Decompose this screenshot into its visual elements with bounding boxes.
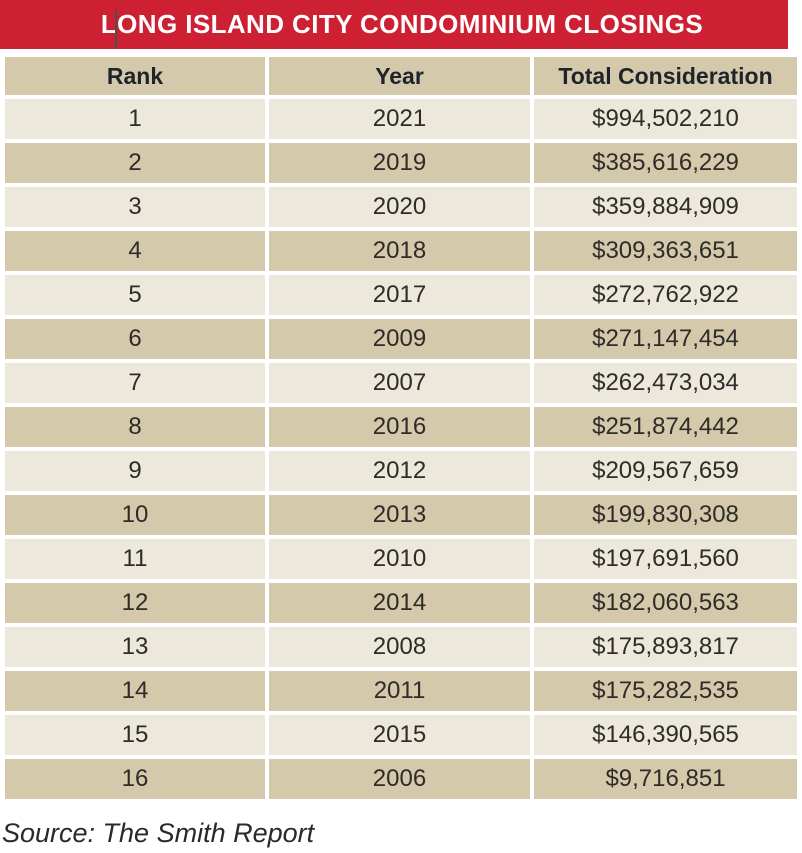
rank-cell: 2 [5,143,265,183]
year-cell: 2011 [269,671,530,711]
year-cell: 2009 [269,319,530,359]
total-consideration-cell: $175,893,817 [534,627,797,667]
rank-cell: 4 [5,231,265,271]
total-consideration-cell: $251,874,442 [534,407,797,447]
year-cell: 2013 [269,495,530,535]
rank-cell: 10 [5,495,265,535]
table-row: 12 2014 $182,060,563 [5,583,797,623]
year-cell: 2018 [269,231,530,271]
year-cell: 2021 [269,99,530,139]
year-cell: 2017 [269,275,530,315]
year-cell: 2015 [269,715,530,755]
table-row: 6 2009 $271,147,454 [5,319,797,359]
year-cell: 2019 [269,143,530,183]
rank-cell: 3 [5,187,265,227]
rank-cell: 15 [5,715,265,755]
total-consideration-cell: $146,390,565 [534,715,797,755]
table-row: 9 2012 $209,567,659 [5,451,797,491]
total-consideration-cell: $9,716,851 [534,759,797,799]
column-header-total-consideration: Total Consideration [534,57,797,95]
rank-cell: 7 [5,363,265,403]
rank-cell: 11 [5,539,265,579]
rank-cell: 13 [5,627,265,667]
table-row: 3 2020 $359,884,909 [5,187,797,227]
total-consideration-cell: $175,282,535 [534,671,797,711]
rank-cell: 9 [5,451,265,491]
rank-cell: 8 [5,407,265,447]
year-cell: 2012 [269,451,530,491]
table-row: 8 2016 $251,874,442 [5,407,797,447]
total-consideration-cell: $182,060,563 [534,583,797,623]
year-cell: 2006 [269,759,530,799]
table-body: 1 2021 $994,502,210 2 2019 $385,616,229 3 2020 $… [5,99,797,799]
table-row: 13 2008 $175,893,817 [5,627,797,667]
closings-table: Rank Year Total Consideration 1 2021 $994,… [1,53,801,803]
title-banner: LONG ISLAND CITY CONDOMINIUM CLOSINGS [0,0,788,49]
table-row: 7 2007 $262,473,034 [5,363,797,403]
year-cell: 2020 [269,187,530,227]
total-consideration-cell: $385,616,229 [534,143,797,183]
rank-cell: 16 [5,759,265,799]
table-row: 16 2006 $9,716,851 [5,759,797,799]
column-header-rank: Rank [5,57,265,95]
source-attribution: Source: The Smith Report [2,818,315,848]
total-consideration-cell: $262,473,034 [534,363,797,403]
year-cell: 2014 [269,583,530,623]
page-title: LONG ISLAND CITY CONDOMINIUM CLOSINGS [100,9,704,39]
total-consideration-cell: $209,567,659 [534,451,797,491]
rank-cell: 1 [5,99,265,139]
total-consideration-cell: $271,147,454 [534,319,797,359]
table-row: 11 2010 $197,691,560 [5,539,797,579]
total-consideration-cell: $309,363,651 [534,231,797,271]
year-cell: 2010 [269,539,530,579]
year-cell: 2008 [269,627,530,667]
table-row: 10 2013 $199,830,308 [5,495,797,535]
total-consideration-cell: $199,830,308 [534,495,797,535]
table-row: 4 2018 $309,363,651 [5,231,797,271]
rank-cell: 6 [5,319,265,359]
rank-cell: 12 [5,583,265,623]
text-cursor-artifact [115,10,117,48]
year-cell: 2016 [269,407,530,447]
total-consideration-cell: $994,502,210 [534,99,797,139]
rank-cell: 14 [5,671,265,711]
column-header-year: Year [269,57,530,95]
table-row: 14 2011 $175,282,535 [5,671,797,711]
table-header-row: Rank Year Total Consideration [5,57,797,95]
table-row: 1 2021 $994,502,210 [5,99,797,139]
table-row: 15 2015 $146,390,565 [5,715,797,755]
year-cell: 2007 [269,363,530,403]
table-row: 2 2019 $385,616,229 [5,143,797,183]
table-row: 5 2017 $272,762,922 [5,275,797,315]
total-consideration-cell: $197,691,560 [534,539,797,579]
total-consideration-cell: $272,762,922 [534,275,797,315]
rank-cell: 5 [5,275,265,315]
total-consideration-cell: $359,884,909 [534,187,797,227]
